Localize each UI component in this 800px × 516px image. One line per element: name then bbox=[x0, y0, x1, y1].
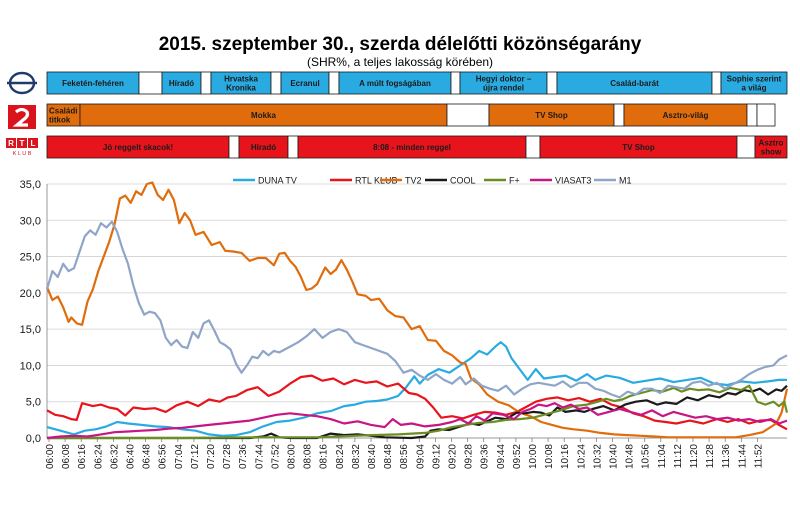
svg-text:R: R bbox=[8, 139, 14, 148]
y-tick-label: 10,0 bbox=[20, 360, 41, 372]
y-tick-label: 5,0 bbox=[26, 397, 41, 409]
legend-label: M1 bbox=[619, 176, 632, 186]
x-tick-label: 10:08 bbox=[544, 444, 555, 469]
x-tick-label: 11:04 bbox=[657, 444, 668, 469]
x-tick-label: 07:20 bbox=[206, 444, 217, 469]
schedule-program-label: Híradó bbox=[169, 79, 194, 88]
x-tick-label: 11:12 bbox=[673, 444, 684, 469]
program-schedule: R T L K L U B Feketén-fehéren Híradó Hrvat… bbox=[6, 71, 788, 159]
x-tick-label: 07:52 bbox=[270, 444, 281, 469]
y-tick-label: 35,0 bbox=[20, 179, 41, 191]
y-tick-label: 30,0 bbox=[20, 215, 41, 227]
x-tick-label: 07:28 bbox=[222, 444, 233, 469]
x-tick-label: 11:52 bbox=[753, 444, 764, 469]
rtl-klub-logo: R T L K L U B bbox=[6, 138, 38, 157]
x-tick-label: 06:00 bbox=[45, 444, 56, 469]
x-tick-label: 08:08 bbox=[303, 444, 314, 469]
x-tick-label: 08:24 bbox=[335, 444, 346, 469]
m1-logo bbox=[7, 71, 37, 95]
schedule-program-label: Feketén-fehéren bbox=[62, 79, 124, 88]
chart-subtitle: (SHR%, a teljes lakosság körében) bbox=[306, 55, 494, 69]
x-tick-label: 06:40 bbox=[126, 444, 137, 469]
schedule-program-label: Asztro-világ bbox=[663, 111, 709, 120]
series-line-m1 bbox=[45, 220, 788, 399]
x-tick-label: 10:32 bbox=[592, 444, 603, 469]
x-tick-label: 07:04 bbox=[174, 444, 185, 469]
legend-label: VIASAT3 bbox=[555, 176, 591, 186]
x-tick-label: 10:16 bbox=[560, 444, 571, 469]
series-line-tv2 bbox=[45, 181, 789, 439]
svg-text:T: T bbox=[20, 139, 25, 148]
x-tick-label: 09:28 bbox=[464, 444, 475, 469]
tv2-logo bbox=[8, 105, 36, 129]
x-tick-label: 10:40 bbox=[609, 444, 620, 469]
schedule-program-label: Híradó bbox=[251, 143, 276, 152]
legend-label: TV2 bbox=[405, 176, 422, 186]
schedule-block bbox=[720, 71, 788, 95]
x-tick-label: 07:36 bbox=[238, 444, 249, 469]
series-line-f- bbox=[47, 384, 789, 440]
x-tick-label: 10:24 bbox=[576, 444, 587, 469]
x-tick-label: 07:12 bbox=[190, 444, 201, 469]
legend-label: RTL KLUB bbox=[355, 176, 398, 186]
x-tick-label: 06:08 bbox=[61, 444, 72, 469]
x-tick-label: 08:40 bbox=[367, 444, 378, 469]
x-tick-label: 08:48 bbox=[383, 444, 394, 469]
chart-title: 2015. szeptember 30., szerda délelőtti k… bbox=[158, 34, 642, 55]
x-tick-label: 10:00 bbox=[528, 444, 539, 469]
legend-label: COOL bbox=[450, 176, 476, 186]
y-tick-label: 25,0 bbox=[20, 252, 41, 264]
series-line-rtl-klub bbox=[46, 374, 788, 431]
x-tick-label: 09:04 bbox=[415, 444, 426, 469]
x-tick-label: 06:16 bbox=[77, 444, 88, 469]
schedule-program-label: Hrvatska Kronika bbox=[224, 75, 258, 93]
x-tick-label: 11:20 bbox=[689, 444, 700, 469]
schedule-block bbox=[754, 135, 788, 159]
y-tick-label: 0,0 bbox=[26, 433, 41, 445]
x-tick-label: 08:16 bbox=[319, 444, 330, 469]
x-tick-label: 11:44 bbox=[737, 444, 748, 469]
schedule-program-label: Család-barát bbox=[610, 79, 659, 88]
x-tick-label: 11:28 bbox=[705, 444, 716, 469]
schedule-block bbox=[756, 103, 776, 127]
schedule-program-label: Családi titkok bbox=[49, 107, 77, 125]
x-tick-label: 06:56 bbox=[158, 444, 169, 469]
y-tick-label: 20,0 bbox=[20, 288, 41, 300]
y-tick-label: 15,0 bbox=[20, 324, 41, 336]
series-line-viasat3 bbox=[46, 402, 788, 440]
schedule-program-label: A múlt fogságában bbox=[359, 79, 431, 88]
svg-text:K L U B: K L U B bbox=[13, 151, 32, 157]
schedule-program-label: Jó reggelt skacok! bbox=[103, 143, 173, 152]
schedule-program-label: Hegyi doktor – újra rendel bbox=[476, 75, 532, 93]
x-tick-label: 06:24 bbox=[93, 444, 104, 469]
x-tick-label: 09:36 bbox=[480, 444, 491, 469]
legend-label: F+ bbox=[509, 176, 520, 186]
schedule-program-label: Ecranul bbox=[290, 79, 319, 88]
schedule-program-label: Asztro show bbox=[759, 139, 784, 157]
x-tick-label: 09:44 bbox=[496, 444, 507, 469]
legend-label: DUNA TV bbox=[258, 176, 297, 186]
x-tick-label: 08:56 bbox=[399, 444, 410, 469]
x-tick-label: 10:56 bbox=[641, 444, 652, 469]
x-tick-label: 08:32 bbox=[351, 444, 362, 469]
x-tick-label: 09:20 bbox=[448, 444, 459, 469]
schedule-program-label: Mokka bbox=[251, 111, 276, 120]
x-tick-label: 07:44 bbox=[254, 444, 265, 469]
x-tick-label: 11:36 bbox=[721, 444, 732, 469]
x-tick-label: 09:12 bbox=[431, 444, 442, 469]
x-tick-label: 06:48 bbox=[142, 444, 153, 469]
x-tick-label: 10:48 bbox=[625, 444, 636, 469]
schedule-program-label: 8:08 - minden reggel bbox=[373, 143, 451, 152]
schedule-program-label: Sophie szerint a világ bbox=[727, 75, 782, 93]
schedule-program-label: TV Shop bbox=[535, 111, 568, 120]
x-tick-label: 06:32 bbox=[109, 444, 120, 469]
series-line-cool bbox=[47, 384, 788, 440]
schedule-program-label: TV Shop bbox=[622, 143, 655, 152]
x-tick-label: 09:52 bbox=[512, 444, 523, 469]
x-tick-label: 08:00 bbox=[287, 444, 298, 469]
svg-text:L: L bbox=[31, 139, 36, 148]
series-line-duna-tv bbox=[46, 341, 787, 437]
